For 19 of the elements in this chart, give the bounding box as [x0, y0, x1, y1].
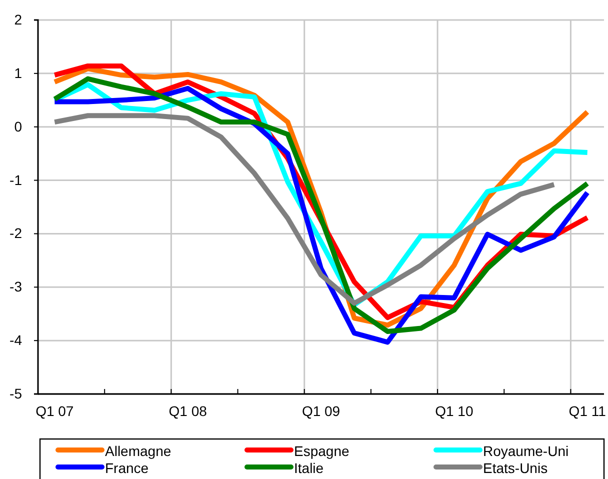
x-tick-label: Q1 08: [168, 402, 208, 419]
legend-label: France: [105, 460, 149, 476]
legend-label: Italie: [294, 460, 324, 476]
y-tick-label: 1: [14, 64, 22, 81]
y-tick-label: -5: [10, 385, 22, 402]
x-tick-label: Q1 11: [568, 402, 606, 419]
legend-label: Royaume-Uni: [483, 443, 569, 459]
y-tick-label: 0: [14, 118, 22, 134]
legend-label: Etats-Unis: [483, 460, 548, 476]
x-tick-label: Q1 07: [36, 402, 74, 419]
y-tick-label: -1: [10, 172, 22, 188]
x-tick-label: Q1 09: [302, 402, 340, 419]
y-tick-label: -2: [10, 225, 22, 242]
y-tick-label: -3: [10, 278, 22, 295]
legend-label: Espagne: [294, 443, 350, 459]
y-tick-label: 2: [14, 11, 22, 28]
x-tick-label: Q1 10: [435, 402, 474, 419]
legend-label: Allemagne: [105, 443, 172, 459]
y-tick-label: -4: [10, 332, 22, 348]
